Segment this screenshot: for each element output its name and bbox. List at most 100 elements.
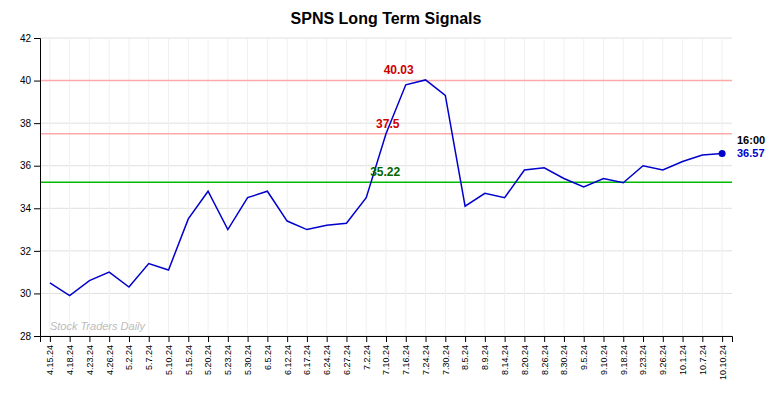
x-tick: 5.30.24: [243, 336, 253, 375]
x-tick-mark: [623, 336, 624, 342]
x-tick-mark: [287, 336, 288, 342]
annotation: 40.03: [384, 63, 414, 77]
x-tick: 6.24.24: [322, 336, 332, 375]
watermark: Stock Traders Daily: [50, 320, 147, 332]
x-tick: 10.7.24: [698, 336, 708, 375]
grid-line-x: [89, 38, 90, 336]
x-tick-mark: [149, 336, 150, 342]
grid-line-x: [267, 38, 268, 336]
x-tick: 4.26.24: [105, 336, 115, 375]
grid-line-x: [366, 38, 367, 336]
x-tick: 5.2.24: [124, 336, 134, 370]
x-tick: 10.10.24: [717, 336, 727, 380]
grid-line-x: [504, 38, 505, 336]
x-tick: 9.10.24: [599, 336, 609, 375]
grid-line-x: [287, 38, 288, 336]
y-tick-mark: [34, 208, 40, 209]
x-tick-mark: [327, 336, 328, 342]
annotation: 37.5: [376, 117, 400, 131]
x-tick-mark: [663, 336, 664, 342]
x-tick-label: 8.26.24: [540, 345, 550, 375]
x-tick: 9.23.24: [638, 336, 648, 375]
x-tick-mark: [524, 336, 525, 342]
x-tick-mark: [702, 336, 703, 342]
grid-line-x: [168, 38, 169, 336]
grid: [40, 38, 732, 336]
x-tick-label: 5.2.24: [124, 345, 134, 370]
x-tick: 9.26.24: [658, 336, 668, 375]
y-tick: 30: [20, 288, 40, 299]
x-tick-mark: [386, 336, 387, 342]
x-tick-label: 8.5.24: [460, 345, 470, 370]
grid-line-x: [682, 38, 683, 336]
y-tick-mark: [34, 336, 40, 337]
price-line: [50, 80, 722, 296]
x-tick-mark: [346, 336, 347, 342]
y-tick-label: 40: [20, 75, 32, 86]
y-tick-label: 38: [20, 118, 32, 129]
x-tick-mark: [584, 336, 585, 342]
grid-line-x: [227, 38, 228, 336]
annotation: 35.22: [370, 165, 400, 179]
grid-line-x: [49, 38, 50, 336]
x-tick-label: 8.9.24: [480, 345, 490, 370]
y-tick-mark: [34, 123, 40, 124]
x-tick: 5.7.24: [144, 336, 154, 370]
x-tick: 4.15.24: [45, 336, 55, 375]
x-tick: 8.14.24: [500, 336, 510, 375]
y-tick: 42: [20, 33, 40, 44]
y-tick: 32: [20, 246, 40, 257]
x-tick-label: 7.16.24: [401, 345, 411, 375]
grid-line-x: [465, 38, 466, 336]
x-tick: 6.5.24: [263, 336, 273, 370]
x-tick: 7.2.24: [362, 336, 372, 370]
x-tick-mark: [683, 336, 684, 342]
grid-line-y: [40, 80, 732, 81]
x-tick: 7.30.24: [441, 336, 451, 375]
x-tick-mark: [208, 336, 209, 342]
grid-line-x: [69, 38, 70, 336]
grid-line-x: [188, 38, 189, 336]
x-tick: 7.24.24: [421, 336, 431, 375]
x-tick-label: 9.10.24: [599, 345, 609, 375]
end-dot: [719, 150, 726, 157]
x-tick-label: 9.5.24: [579, 345, 589, 370]
x-tick-label: 9.18.24: [619, 345, 629, 375]
x-tick: 6.17.24: [302, 336, 312, 375]
grid-line-x: [623, 38, 624, 336]
x-tick: 5.20.24: [203, 336, 213, 375]
x-tick-mark: [564, 336, 565, 342]
grid-line-x: [702, 38, 703, 336]
x-tick: 5.15.24: [184, 336, 194, 375]
grid-line-x: [425, 38, 426, 336]
x-tick-mark: [505, 336, 506, 342]
y-tick-mark: [34, 251, 40, 252]
grid-line-x: [563, 38, 564, 336]
grid-line-x: [643, 38, 644, 336]
y-tick-label: 34: [20, 203, 32, 214]
grid-line-x: [208, 38, 209, 336]
signal-line: [40, 80, 732, 82]
x-tick-label: 6.17.24: [302, 345, 312, 375]
x-tick: 10.1.24: [678, 336, 688, 375]
x-tick: 8.20.24: [520, 336, 530, 375]
marks: [40, 80, 732, 296]
x-tick: 9.5.24: [579, 336, 589, 370]
x-tick-label: 8.14.24: [500, 345, 510, 375]
x-tick-mark: [544, 336, 545, 342]
x-tick-mark: [603, 336, 604, 342]
x-tick-mark: [722, 336, 723, 342]
y-tick-mark: [34, 293, 40, 294]
grid-line-x: [109, 38, 110, 336]
x-tick-label: 5.23.24: [223, 345, 233, 375]
x-tick: 7.10.24: [381, 336, 391, 375]
x-tick-label: 7.2.24: [362, 345, 372, 370]
grid-line-x: [405, 38, 406, 336]
x-tick-label: 9.23.24: [638, 345, 648, 375]
y-tick: 38: [20, 118, 40, 129]
x-tick-mark: [109, 336, 110, 342]
x-tick: 8.30.24: [559, 336, 569, 375]
signal-line: [40, 182, 732, 184]
grid-line-x: [247, 38, 248, 336]
x-tick-label: 9.26.24: [658, 345, 668, 375]
